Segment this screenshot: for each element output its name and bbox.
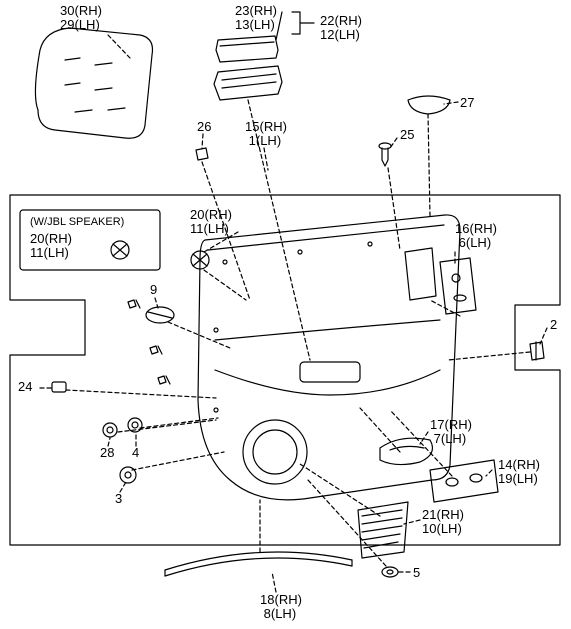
label-28: 28 — [100, 446, 114, 460]
label-30-num: 30 — [60, 3, 74, 18]
label-22-12: 22(RH) 12(LH) — [320, 14, 362, 43]
bracket-22-12 — [292, 12, 314, 34]
label-3: 3 — [115, 492, 122, 506]
label-16-6: 16(RH) 6(LH) — [455, 222, 497, 251]
lamp-9 — [146, 307, 174, 323]
label-20-11: 20(RH) 11(LH) — [190, 208, 232, 237]
fastener-28 — [103, 423, 117, 437]
leader-lines — [40, 35, 547, 592]
clip-2 — [530, 342, 544, 360]
label-15-1: 15(RH) 1(LH) — [245, 120, 287, 149]
label-14-19: 14(RH) 19(LH) — [498, 458, 540, 487]
bezel-upper — [216, 36, 278, 62]
label-jbl: (W/JBL SPEAKER) — [30, 216, 124, 228]
parts-diagram — [0, 0, 571, 629]
label-9: 9 — [150, 283, 157, 297]
switch-bezel — [430, 460, 498, 502]
door-panel — [198, 215, 460, 500]
label-5: 5 — [413, 566, 420, 580]
screw-25 — [379, 143, 391, 166]
tweeter-jbl — [111, 241, 129, 259]
bezel-lower — [214, 66, 282, 100]
label-25: 25 — [400, 128, 414, 142]
speaker-grille — [358, 502, 408, 558]
label-20-11-box: 20(RH) 11(LH) — [30, 232, 72, 261]
cap-27 — [408, 96, 450, 114]
label-4: 4 — [132, 446, 139, 460]
label-24: 24 — [18, 380, 32, 394]
label-30: 30(RH) 29(LH) — [60, 4, 102, 33]
pull-handle — [380, 438, 432, 464]
clip-24 — [52, 382, 66, 392]
label-21-10: 21(RH) 10(LH) — [422, 508, 464, 537]
label-26: 26 — [197, 120, 211, 134]
clip-26 — [196, 148, 208, 160]
label-2: 2 — [550, 318, 557, 332]
label-18-8: 18(RH) 8(LH) — [260, 593, 302, 622]
label-27: 27 — [460, 96, 474, 110]
seal-panel — [35, 28, 152, 138]
label-23-13: 23(RH) 13(LH) — [235, 4, 277, 33]
plug-5 — [382, 567, 398, 577]
label-17-7: 17(RH) 7(LH) — [430, 418, 472, 447]
weatherstrip — [165, 552, 352, 576]
